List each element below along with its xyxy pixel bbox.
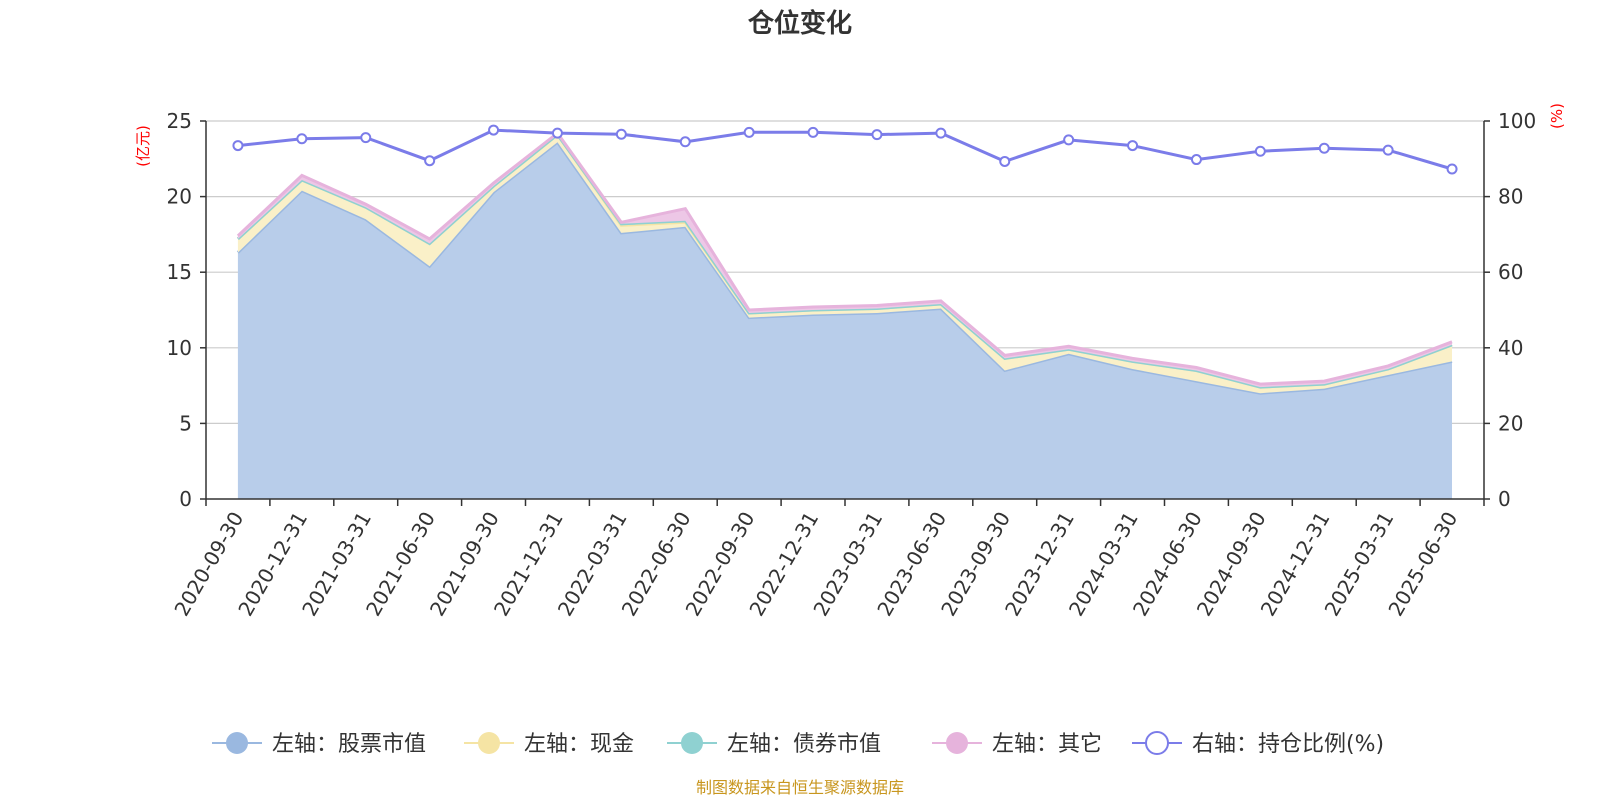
ratio-point xyxy=(1127,140,1139,152)
chart-title: 仓位变化 xyxy=(747,8,852,39)
data-source-note: 制图数据来自恒生聚源数据库 xyxy=(696,778,904,797)
right-axis-unit: (%) xyxy=(1548,103,1566,129)
ratio-point xyxy=(679,136,691,148)
legend-label: 右轴：持仓比例(%) xyxy=(1192,732,1384,757)
legend: 左轴：股票市值 左轴：现金 左轴：债券市值 左轴：其它 右轴：持仓比例(%) xyxy=(212,731,1384,757)
legend-label: 左轴：股票市值 xyxy=(272,732,426,757)
legend-label: 左轴：其它 xyxy=(992,732,1102,757)
left-axis-tick-label: 0 xyxy=(179,487,192,511)
area-series xyxy=(236,130,1453,499)
right-axis-tick-label: 80 xyxy=(1498,185,1523,209)
ratio-point xyxy=(1063,134,1075,146)
legend-marker xyxy=(1145,731,1169,755)
ratio-point xyxy=(1446,163,1458,175)
ratio-point xyxy=(424,155,436,167)
right-axis-tick-label: 20 xyxy=(1498,411,1523,435)
legend-label: 左轴：债券市值 xyxy=(727,732,881,757)
legend-marker xyxy=(681,732,703,754)
ratio-point xyxy=(999,155,1011,167)
left-axis-tick-label: 5 xyxy=(179,411,192,435)
left-axis-tick-label: 15 xyxy=(167,260,192,284)
left-axis-tick-label: 20 xyxy=(167,185,192,209)
ratio-point xyxy=(935,127,947,139)
ratio-line-series xyxy=(232,124,1458,175)
ratio-point xyxy=(743,126,755,138)
ratio-line xyxy=(237,128,1453,171)
ratio-point xyxy=(488,124,500,136)
legend-marker xyxy=(478,732,500,754)
ratio-point xyxy=(1382,144,1394,156)
ratio-point xyxy=(360,132,372,144)
right-axis-tick-label: 60 xyxy=(1498,260,1523,284)
ratio-point xyxy=(551,127,563,139)
right-axis-tick-label: 0 xyxy=(1498,487,1511,511)
ratio-point xyxy=(296,133,308,145)
ratio-point xyxy=(807,126,819,138)
left-axis-tick-label: 10 xyxy=(167,336,192,360)
ratio-point xyxy=(871,129,883,141)
ratio-point xyxy=(615,128,627,140)
ratio-point xyxy=(1254,145,1266,157)
area-edge-4 xyxy=(236,130,1453,386)
ratio-point xyxy=(1190,154,1202,166)
right-axis-tick-label: 100 xyxy=(1498,109,1536,133)
ratio-point xyxy=(232,140,244,152)
legend-label: 左轴：现金 xyxy=(524,732,634,757)
right-axis-tick-label: 40 xyxy=(1498,336,1523,360)
ratio-point xyxy=(1318,142,1330,154)
area-1 xyxy=(237,142,1452,499)
left-axis-unit: (亿元) xyxy=(134,125,152,167)
left-axis-tick-label: 25 xyxy=(167,109,192,133)
legend-marker xyxy=(226,732,248,754)
legend-marker xyxy=(946,732,968,754)
